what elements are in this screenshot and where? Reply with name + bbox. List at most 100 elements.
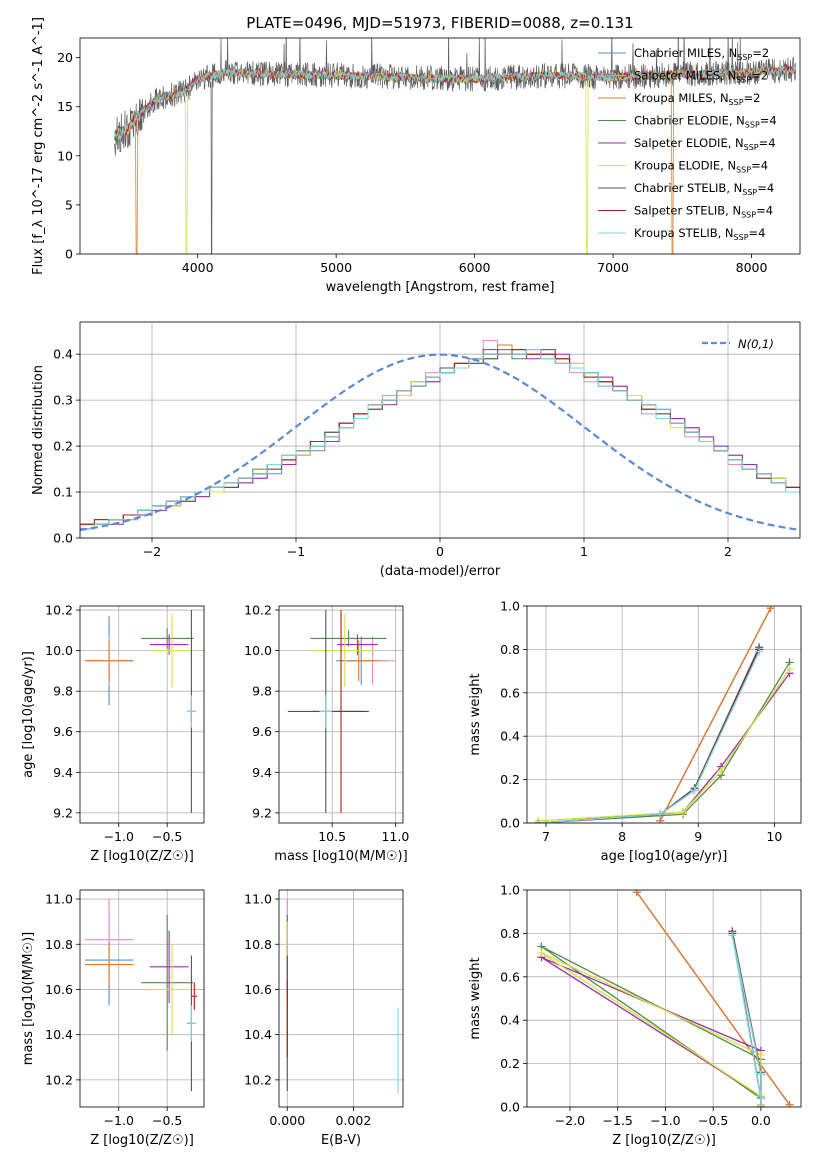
age-vs-mass-ytick-label: 9.8	[252, 684, 272, 699]
residuals-histogram	[80, 349, 800, 538]
mass-weight-vs-age-panel: 7 8 9 10 0.0 0.2 0.4 0.6 0.8 1.0 age [log10(age/yr…	[468, 599, 802, 864]
residuals-ytick-label: 0.1	[53, 485, 73, 500]
legend-label: Kroupa MILES, NSSP=2	[634, 91, 760, 107]
spectrum-ytick-label: 0	[65, 247, 73, 262]
weight-series-line	[538, 646, 760, 823]
age-vs-metallicity-ytick-label: 10.2	[45, 603, 73, 618]
mass-weight-vs-age-ytick-label: 1.0	[500, 599, 520, 614]
legend-label: Chabrier STELIB, NSSP=4	[634, 181, 774, 197]
mass-weight-vs-age-ytick-label: 0.4	[500, 729, 520, 744]
mass-vs-extinction-ytick-label: 11.0	[244, 892, 272, 907]
weight-series-line	[659, 607, 772, 822]
age-vs-metallicity-xtick-label: −0.5	[152, 829, 182, 844]
weight-point-marker	[717, 766, 726, 775]
age-vs-mass-ytick-label: 10.2	[244, 603, 272, 618]
residuals-histogram	[80, 349, 800, 538]
age-vs-metallicity-xlabel: Z [log10(Z/Z☉)]	[90, 849, 194, 864]
age-vs-metallicity-ytick-label: 9.8	[53, 684, 73, 699]
residuals-xlabel: (data-model)/error	[380, 564, 501, 579]
residuals-xtick-label: −2	[143, 544, 161, 559]
residuals-ytick-label: 0.4	[53, 347, 73, 362]
weight-point-marker	[690, 786, 699, 795]
spectrum-xtick-label: 4000	[182, 260, 214, 275]
mass-weight-vs-age-xtick-label: 8	[618, 829, 626, 844]
spectrum-ytick-label: 15	[57, 99, 73, 114]
mass-vs-metallicity-ytick-label: 10.2	[45, 1072, 73, 1087]
spectrum-ytick-label: 5	[65, 197, 73, 212]
legend-label: Chabrier MILES, NSSP=2	[634, 46, 769, 62]
age-vs-metallicity-ytick-label: 9.4	[53, 765, 73, 780]
legend-label: Chabrier ELODIE, NSSP=4	[634, 114, 777, 130]
legend-label: Kroupa STELIB, NSSP=4	[634, 226, 765, 242]
spectrum-xtick-label: 7000	[597, 260, 629, 275]
residuals-xtick-label: 2	[724, 544, 732, 559]
mass-vs-metallicity-xtick-label: −1.0	[104, 1113, 134, 1128]
mass-weight-vs-age-ytick-label: 0.2	[500, 772, 520, 787]
mass-weight-vs-age-frame	[526, 605, 802, 824]
mass-weight-vs-metallicity-xtick-label: −2.0	[555, 1113, 585, 1128]
mass-vs-extinction-ytick-label: 10.2	[244, 1072, 272, 1087]
weight-point-marker	[537, 948, 546, 957]
age-vs-mass-xtick-label: 11.0	[381, 829, 409, 844]
age-vs-metallicity-frame	[79, 605, 205, 824]
weight-point-marker	[728, 931, 737, 940]
mass-vs-metallicity-ytick-label: 10.4	[45, 1027, 73, 1042]
legend-label: Salpeter STELIB, NSSP=4	[634, 204, 773, 220]
weight-point-marker	[755, 647, 764, 656]
age-vs-metallicity-panel: −1.0 −0.5 9.2 9.4 9.6 9.8 10.0 10.2 Z [log10(Z/Z…	[21, 603, 205, 864]
age-vs-mass-panel: 10.5 11.0 9.2 9.4 9.6 9.8 10.0 10.2 mass [log10(…	[244, 603, 409, 864]
weight-series-line	[538, 672, 791, 823]
age-vs-metallicity-ytick-label: 9.6	[53, 724, 73, 739]
mass-vs-metallicity-ytick-label: 11.0	[45, 892, 73, 907]
gaussian-reference-curve	[80, 353, 798, 531]
mass-weight-vs-age-ylabel: mass weight	[468, 673, 483, 755]
mass-vs-metallicity-plot-area	[84, 899, 198, 1092]
residuals-histogram	[80, 349, 800, 538]
spectrum-series-kroupa-stelib	[114, 65, 797, 140]
mass-vs-metallicity-panel: −1.0 −0.5 10.2 10.4 10.6 10.8 11.0 Z [log10(Z/Z…	[21, 889, 205, 1148]
mass-weight-vs-metallicity-frame	[526, 889, 802, 1108]
spectrum-ytick-label: 20	[57, 50, 73, 65]
mass-weight-vs-metallicity-xtick-label: −1.5	[603, 1113, 633, 1128]
mass-weight-vs-metallicity-ytick-label: 0.0	[500, 1100, 520, 1115]
mass-vs-extinction-panel: 0.000 0.002 10.2 10.4 10.6 10.8 11.0 E(B-V)	[244, 889, 404, 1148]
residuals-ytick-label: 0.2	[53, 439, 73, 454]
age-vs-metallicity-plot-area	[84, 610, 197, 813]
age-vs-metallicity-xtick-label: −1.0	[104, 829, 134, 844]
mass-vs-metallicity-xlabel: Z [log10(Z/Z☉)]	[90, 1133, 194, 1148]
residuals-histogram	[80, 339, 800, 538]
mass-weight-vs-age-xlabel: age [log10(age/yr)]	[601, 849, 728, 864]
mass-vs-extinction-xlabel: E(B-V)	[321, 1133, 361, 1148]
residuals-panel: −2 −1 0 1 2 0.0 0.1 0.2 0.3 0.4 (data-model)/error…	[31, 321, 801, 579]
weight-point-marker	[785, 1100, 794, 1107]
mass-weight-vs-metallicity-xlabel: Z [log10(Z/Z☉)]	[612, 1133, 716, 1148]
age-vs-mass-frame	[278, 605, 404, 824]
age-vs-mass-ytick-label: 10.0	[244, 643, 272, 658]
spectrum-panel: 4000 5000 6000 7000 8000 0 5 10 15 20 wavelength […	[31, 17, 801, 295]
residuals-histogram	[80, 349, 800, 538]
mass-weight-vs-age-plot-area	[534, 606, 794, 823]
weight-series-line	[540, 956, 762, 1105]
weight-point-marker	[756, 1050, 765, 1059]
age-vs-metallicity-ytick-label: 9.2	[53, 805, 73, 820]
mass-weight-vs-age-ytick-label: 0.6	[500, 685, 520, 700]
residuals-ytick-label: 0.3	[53, 393, 73, 408]
mass-vs-metallicity-ytick-label: 10.6	[45, 982, 73, 997]
mass-weight-vs-age-xtick-label: 9	[694, 829, 702, 844]
weight-series-line	[731, 935, 762, 1107]
mass-weight-vs-age-ytick-label: 0.0	[500, 816, 520, 831]
legend-label: N(0,1)	[738, 337, 774, 351]
spectrum-xtick-label: 8000	[736, 260, 768, 275]
mass-weight-vs-metallicity-xtick-label: 0.0	[751, 1113, 771, 1128]
residuals-ylabel: Normed distribution	[31, 365, 46, 495]
age-vs-mass-xtick-label: 10.5	[318, 829, 346, 844]
age-vs-mass-xlabel: mass [log10(M/M☉)]	[274, 849, 407, 864]
mass-vs-extinction-ytick-label: 10.8	[244, 937, 272, 952]
residuals-xtick-label: 1	[580, 544, 588, 559]
mass-weight-vs-metallicity-ylabel: mass weight	[468, 957, 483, 1039]
age-vs-mass-ytick-label: 9.4	[252, 765, 272, 780]
mass-weight-vs-metallicity-xtick-label: −0.5	[698, 1113, 728, 1128]
mass-weight-vs-metallicity-ytick-label: 1.0	[500, 883, 520, 898]
weight-point-marker	[534, 819, 543, 823]
spectrum-xtick-label: 5000	[320, 260, 352, 275]
